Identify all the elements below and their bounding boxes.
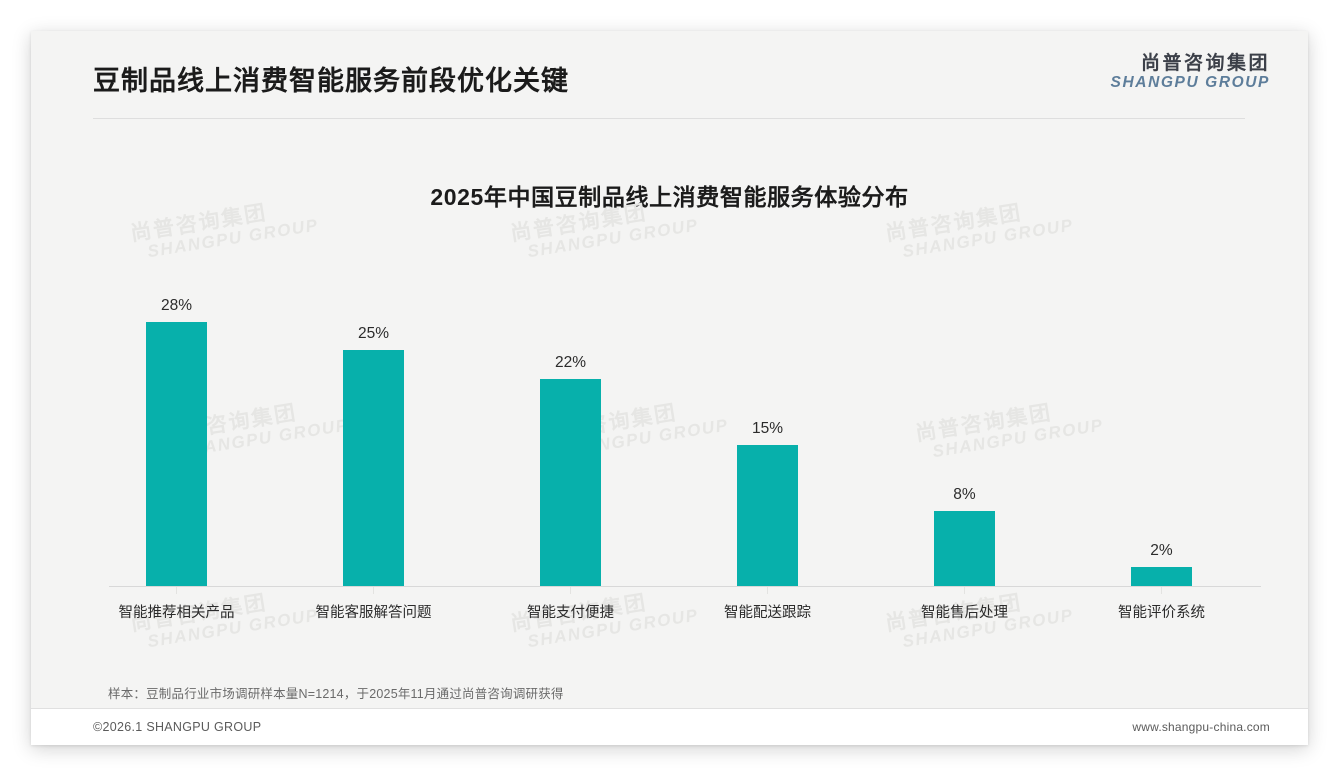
x-axis-category-label: 智能支付便捷 [527, 605, 614, 621]
x-axis-tick [1161, 587, 1162, 594]
bar-value-label: 2% [1150, 542, 1173, 559]
x-axis-category-label: 智能客服解答问题 [315, 605, 432, 621]
bar-group: 2% 智能评价系统 [1063, 119, 1260, 708]
header-divider [93, 118, 1245, 119]
bar[interactable] [1131, 567, 1192, 586]
footer-divider [31, 708, 1308, 709]
bar-chart-plot: 28% 智能推荐相关产品 25% 智能客服解答问题 22% 智能支付便捷 15% 智能配送跟踪… [78, 119, 1261, 708]
x-axis-tick [964, 587, 965, 594]
x-axis-tick [767, 587, 768, 594]
bar-value-label: 8% [953, 486, 976, 503]
brand-logo-en: SHANGPU GROUP [1110, 74, 1270, 92]
footer-copyright: ©2026.1 SHANGPU GROUP [93, 720, 262, 734]
brand-logo: 尚普咨询集团 SHANGPU GROUP [1111, 53, 1270, 92]
x-axis-line [109, 586, 1261, 587]
footer-website-link[interactable]: www.shangpu-china.com [1132, 720, 1270, 734]
chart-area: 2025年中国豆制品线上消费智能服务体验分布 尚普咨询集团 SHANGPU GRO… [31, 119, 1308, 708]
bar-value-label: 28% [160, 297, 193, 314]
slide-card: 豆制品线上消费智能服务前段优化关键 尚普咨询集团 SHANGPU GROUP 2… [31, 31, 1308, 745]
bar-value-label: 25% [357, 325, 390, 342]
bar-group: 8% 智能售后处理 [866, 119, 1063, 708]
bar[interactable] [343, 350, 404, 586]
x-axis-category-label: 智能配送跟踪 [724, 605, 811, 621]
bar[interactable] [737, 445, 798, 586]
bar[interactable] [934, 511, 995, 586]
x-axis-category-label: 智能评价系统 [1118, 605, 1205, 621]
bar-value-label: 22% [554, 354, 587, 371]
x-axis-tick [176, 587, 177, 594]
bar-group: 25% 智能客服解答问题 [275, 119, 472, 708]
brand-logo-cn: 尚普咨询集团 [1140, 53, 1270, 74]
x-axis-tick [373, 587, 374, 594]
slide-header: 豆制品线上消费智能服务前段优化关键 尚普咨询集团 SHANGPU GROUP [31, 31, 1308, 119]
bar-group: 22% 智能支付便捷 [472, 119, 669, 708]
bar-value-label: 15% [751, 420, 784, 437]
x-axis-category-label: 智能售后处理 [921, 605, 1008, 621]
bar[interactable] [146, 322, 207, 586]
page-title: 豆制品线上消费智能服务前段优化关键 [93, 66, 569, 96]
slide-footer: ©2026.1 SHANGPU GROUP www.shangpu-china.… [31, 709, 1308, 745]
bar[interactable] [540, 379, 601, 586]
bar-group: 28% 智能推荐相关产品 [78, 119, 275, 708]
x-axis-category-label: 智能推荐相关产品 [118, 605, 235, 621]
bar-group: 15% 智能配送跟踪 [669, 119, 866, 708]
chart-title: 2025年中国豆制品线上消费智能服务体验分布 [430, 184, 909, 210]
x-axis-tick [570, 587, 571, 594]
chart-footnote: 样本：豆制品行业市场调研样本量N=1214，于2025年11月通过尚普咨询调研获… [108, 687, 564, 701]
